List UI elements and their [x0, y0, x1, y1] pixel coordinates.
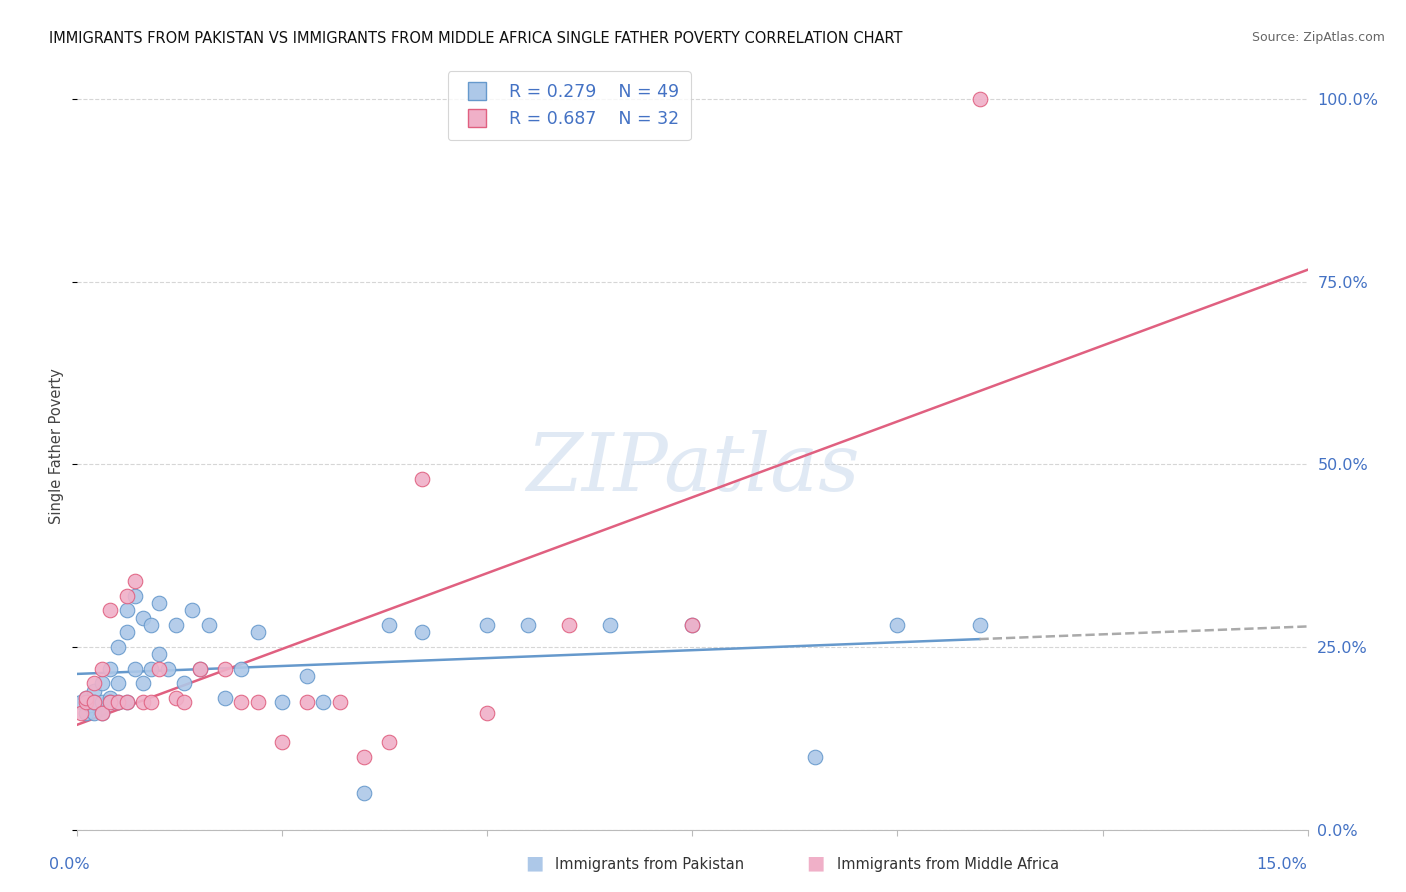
- Text: 0.0%: 0.0%: [49, 857, 90, 872]
- Point: [98, 691, 121, 706]
- Point: [75, 695, 97, 709]
- Point: [132, 610, 155, 624]
- Point: [124, 662, 146, 676]
- Point: [141, 695, 163, 709]
- Point: [271, 735, 294, 749]
- Point: [115, 695, 138, 709]
- Point: [79, 698, 101, 713]
- Point: [181, 603, 204, 617]
- Text: ■: ■: [524, 854, 544, 872]
- Text: 15.0%: 15.0%: [1257, 857, 1308, 872]
- Point: [132, 676, 155, 690]
- Text: IMMIGRANTS FROM PAKISTAN VS IMMIGRANTS FROM MIDDLE AFRICA SINGLE FATHER POVERTY : IMMIGRANTS FROM PAKISTAN VS IMMIGRANTS F…: [49, 31, 903, 46]
- Point: [141, 662, 163, 676]
- Point: [90, 662, 114, 676]
- Point: [98, 695, 121, 709]
- Point: [90, 706, 114, 720]
- Point: [90, 676, 114, 690]
- Point: [411, 625, 433, 640]
- Point: [70, 706, 93, 720]
- Point: [295, 695, 318, 709]
- Point: [115, 589, 138, 603]
- Point: [107, 695, 129, 709]
- Point: [295, 669, 318, 683]
- Point: [682, 618, 704, 632]
- Point: [115, 695, 138, 709]
- Point: [477, 618, 499, 632]
- Point: [132, 695, 155, 709]
- Point: [156, 662, 179, 676]
- Point: [90, 695, 114, 709]
- Point: [141, 618, 163, 632]
- Point: [231, 695, 253, 709]
- Point: [115, 603, 138, 617]
- Point: [124, 589, 146, 603]
- Point: [148, 596, 170, 610]
- Point: [98, 695, 121, 709]
- Point: [83, 683, 105, 698]
- Text: Source: ZipAtlas.com: Source: ZipAtlas.com: [1251, 31, 1385, 45]
- Point: [90, 706, 114, 720]
- Point: [107, 676, 129, 690]
- Point: [411, 472, 433, 486]
- Point: [107, 695, 129, 709]
- Point: [312, 695, 335, 709]
- Point: [148, 662, 170, 676]
- Point: [804, 749, 827, 764]
- Point: [165, 691, 187, 706]
- Text: ZIPatlas: ZIPatlas: [526, 430, 859, 508]
- Point: [353, 749, 375, 764]
- Point: [378, 618, 401, 632]
- Point: [98, 603, 121, 617]
- Point: [353, 786, 375, 800]
- Point: [148, 647, 170, 661]
- Text: ■: ■: [806, 854, 825, 872]
- Point: [246, 625, 269, 640]
- Point: [70, 695, 93, 709]
- Point: [83, 695, 105, 709]
- Point: [477, 706, 499, 720]
- Point: [517, 618, 540, 632]
- Point: [329, 695, 352, 709]
- Point: [188, 662, 212, 676]
- Point: [682, 618, 704, 632]
- Point: [214, 691, 236, 706]
- Point: [115, 625, 138, 640]
- Point: [969, 618, 991, 632]
- Point: [173, 676, 195, 690]
- Point: [886, 618, 908, 632]
- Point: [173, 695, 195, 709]
- Legend: R = 0.279    N = 49, R = 0.687    N = 32: R = 0.279 N = 49, R = 0.687 N = 32: [449, 71, 690, 140]
- Point: [246, 695, 269, 709]
- Point: [197, 618, 219, 632]
- Point: [969, 92, 991, 106]
- Point: [231, 662, 253, 676]
- Point: [75, 691, 97, 706]
- Point: [107, 640, 129, 654]
- Point: [83, 676, 105, 690]
- Text: Immigrants from Middle Africa: Immigrants from Middle Africa: [837, 857, 1059, 872]
- Point: [271, 695, 294, 709]
- Text: Immigrants from Pakistan: Immigrants from Pakistan: [555, 857, 745, 872]
- Point: [98, 662, 121, 676]
- Point: [214, 662, 236, 676]
- Y-axis label: Single Father Poverty: Single Father Poverty: [49, 368, 65, 524]
- Point: [75, 691, 97, 706]
- Point: [83, 695, 105, 709]
- Point: [83, 706, 105, 720]
- Point: [599, 618, 621, 632]
- Point: [75, 706, 97, 720]
- Point: [165, 618, 187, 632]
- Point: [558, 618, 581, 632]
- Point: [124, 574, 146, 589]
- Point: [378, 735, 401, 749]
- Point: [188, 662, 212, 676]
